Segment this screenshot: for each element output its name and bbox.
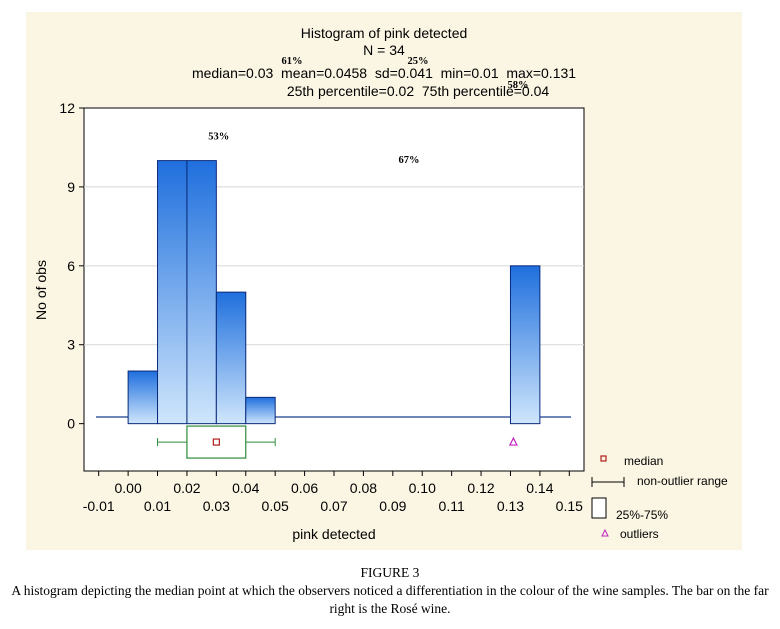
figure-caption: FIGURE 3 A histogram depicting the media… [0,564,780,618]
y-tick-label: 6 [67,258,75,274]
chart-stats-line1: median=0.03 mean=0.0458 sd=0.041 min=0.0… [192,65,576,81]
caption-text: A histogram depicting the median point a… [11,583,769,616]
x-tick-label-lower: 0.01 [144,498,171,514]
x-tick-label-lower: 0.07 [320,498,347,514]
x-tick-label-lower: -0.01 [83,498,115,514]
y-tick-label: 0 [67,416,75,432]
plot-annotation: 53% [208,132,229,143]
boxplot-box [186,425,247,459]
x-tick-label-upper: 0.10 [409,480,436,496]
annotation-25: 25% [408,56,429,67]
legend-box-label: 25%-75% [616,508,668,522]
chart-n: N = 34 [363,42,405,58]
x-tick-label-upper: 0.06 [291,480,318,496]
x-tick-label-upper: 0.08 [350,480,377,496]
y-axis-ticks: 0 3 6 9 12 [59,100,84,432]
histogram-bar [186,160,217,425]
x-tick-label-upper: 0.04 [232,480,259,496]
chart-panel: Histogram of pink detected N = 34 median… [26,12,742,550]
plot-annotation: 67% [399,155,420,166]
plot-annotations: 53% 67% [208,132,419,167]
legend-box-icon [591,497,607,519]
legend-range-label: non-outlier range [637,474,728,488]
annotation-61: 61% [282,56,303,67]
x-tick-label-upper: 0.14 [526,480,553,496]
x-tick-label-lower: 0.03 [203,498,230,514]
x-tick-label-upper: 0.02 [173,480,200,496]
x-tick-label-lower: 0.13 [497,498,524,514]
x-axis-label: pink detected [292,526,375,542]
legend-outlier-label: outliers [620,527,659,541]
histogram-bar [215,291,247,425]
caption-title: FIGURE 3 [360,565,420,580]
x-tick-label-lower: 0.15 [556,498,583,514]
bars-group [127,160,541,425]
legend-median-label: median [624,454,663,468]
x-tick-label-lower: 0.09 [379,498,406,514]
x-tick-label-lower: 0.11 [439,498,465,514]
chart-title: Histogram of pink detected [301,25,468,41]
x-tick-label-upper: 0.12 [467,480,494,496]
y-axis-label: No of obs [33,260,49,320]
x-tick-label-lower: 0.05 [262,498,289,514]
boxplot-group [157,425,518,459]
annotation-58: 58% [508,80,529,91]
legend-range-icon [591,477,625,487]
y-tick-label: 12 [59,100,75,116]
legend: median non-outlier range 25%-75% outlier… [591,454,728,541]
histogram-bar [127,370,159,425]
legend-median-icon [600,455,607,462]
legend-outlier-icon [601,528,609,537]
histogram-bar [157,160,188,425]
boxplot-median [212,438,220,446]
y-tick-label: 9 [67,179,75,195]
x-tick-label-upper: 0.00 [114,480,141,496]
histogram-bar [245,396,276,425]
chart-stats-line2: 25th percentile=0.02 75th percentile=0.0… [287,83,550,99]
histogram-chart: Histogram of pink detected N = 34 median… [33,25,728,542]
boxplot-outlier [508,436,518,446]
x-axis-ticks: 0.00 0.02 0.04 0.06 0.08 0.10 0.12 0.14 -0.01 0.0… [83,471,583,514]
y-tick-label: 3 [67,337,75,353]
histogram-bar [509,265,541,425]
